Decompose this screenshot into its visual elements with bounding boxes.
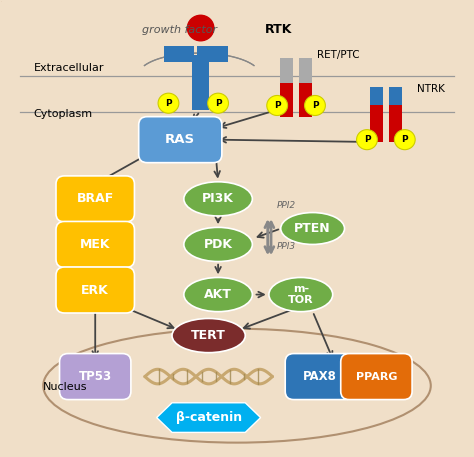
Ellipse shape	[184, 277, 252, 312]
Text: TP53: TP53	[79, 370, 112, 383]
Text: growth factor: growth factor	[143, 25, 218, 35]
FancyBboxPatch shape	[164, 46, 194, 62]
Text: P: P	[274, 101, 281, 110]
Text: P: P	[215, 99, 221, 108]
Text: PPARG: PPARG	[356, 372, 397, 382]
FancyBboxPatch shape	[299, 58, 312, 83]
Text: PPI3: PPI3	[277, 242, 296, 251]
Text: Cytoplasm: Cytoplasm	[34, 109, 93, 119]
Text: m-
TOR: m- TOR	[288, 284, 314, 305]
Circle shape	[305, 96, 325, 116]
Ellipse shape	[43, 329, 431, 443]
FancyBboxPatch shape	[299, 83, 312, 117]
Text: Nucleus: Nucleus	[43, 382, 88, 392]
Text: MEK: MEK	[80, 238, 110, 251]
Circle shape	[208, 93, 228, 113]
Circle shape	[267, 96, 288, 116]
FancyBboxPatch shape	[370, 87, 383, 106]
Text: Extracellular: Extracellular	[34, 64, 104, 73]
Ellipse shape	[184, 228, 252, 261]
Circle shape	[158, 93, 179, 113]
Polygon shape	[156, 403, 261, 432]
Text: PI3K: PI3K	[202, 192, 234, 205]
Circle shape	[394, 130, 415, 150]
Ellipse shape	[269, 277, 333, 312]
FancyBboxPatch shape	[192, 55, 209, 110]
FancyBboxPatch shape	[56, 222, 135, 267]
Text: PAX8: PAX8	[303, 370, 337, 383]
Text: β-catenin: β-catenin	[175, 411, 242, 424]
FancyBboxPatch shape	[341, 354, 412, 399]
FancyBboxPatch shape	[389, 87, 402, 106]
FancyBboxPatch shape	[139, 117, 222, 163]
Ellipse shape	[281, 213, 345, 244]
FancyBboxPatch shape	[197, 46, 228, 62]
Ellipse shape	[184, 182, 252, 216]
Text: P: P	[312, 101, 319, 110]
Text: P: P	[364, 135, 370, 144]
Text: AKT: AKT	[204, 288, 232, 301]
Text: BRAF: BRAF	[77, 192, 114, 205]
Text: P: P	[401, 135, 408, 144]
FancyBboxPatch shape	[280, 83, 293, 117]
Text: TERT: TERT	[191, 329, 226, 342]
Text: PPI2: PPI2	[277, 201, 296, 210]
Text: NTRK: NTRK	[417, 84, 445, 94]
FancyBboxPatch shape	[389, 106, 402, 142]
Text: P: P	[165, 99, 172, 108]
Ellipse shape	[172, 319, 245, 353]
FancyBboxPatch shape	[285, 354, 354, 399]
FancyBboxPatch shape	[370, 106, 383, 142]
Text: RAS: RAS	[165, 133, 195, 146]
Circle shape	[356, 130, 377, 150]
FancyBboxPatch shape	[280, 58, 293, 83]
Text: RET/PTC: RET/PTC	[318, 50, 360, 60]
Text: PTEN: PTEN	[294, 222, 331, 235]
FancyBboxPatch shape	[60, 354, 131, 399]
Text: PDK: PDK	[204, 238, 233, 251]
FancyBboxPatch shape	[56, 267, 135, 313]
Circle shape	[187, 15, 214, 41]
FancyBboxPatch shape	[56, 176, 135, 222]
Text: RTK: RTK	[265, 22, 293, 36]
Text: ERK: ERK	[82, 283, 109, 297]
